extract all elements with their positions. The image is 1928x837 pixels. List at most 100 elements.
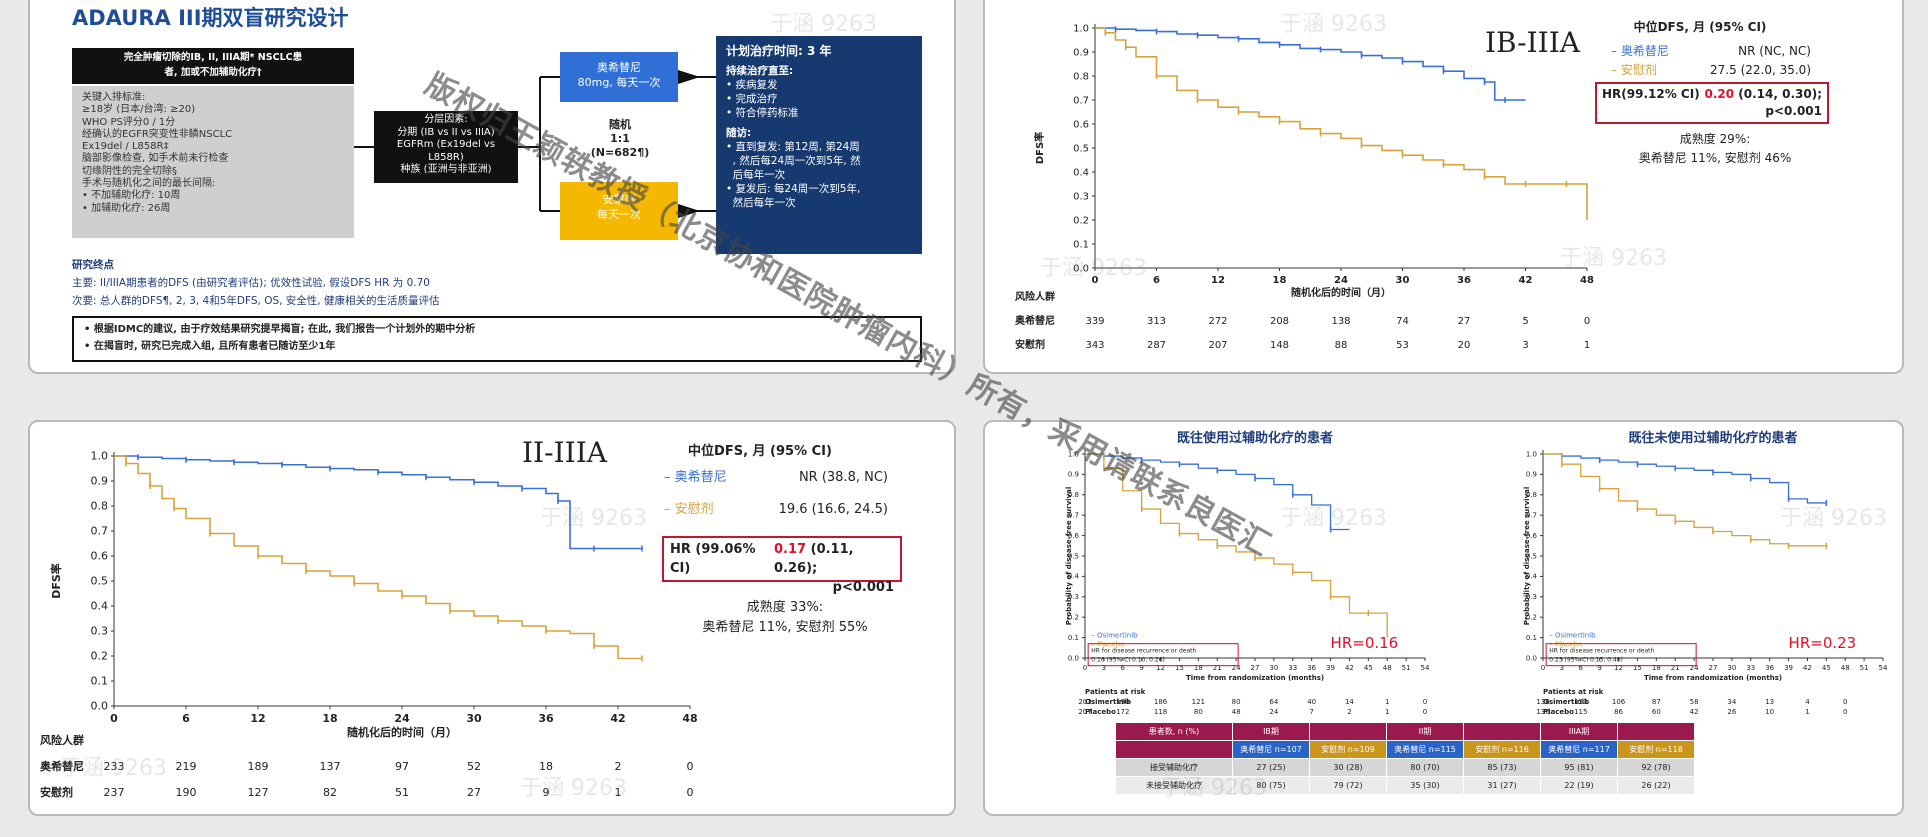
y-tick-label: 0.9 [1526, 471, 1537, 479]
endpoints: 研究终点 主要: II/IIIA期患者的DFS (由研究者评估); 优效性试验,… [72, 256, 439, 310]
x-axis-label: 随机化后的时间（月） [347, 725, 457, 739]
design-arrows [354, 70, 716, 218]
x-tick-label: 48 [1841, 664, 1850, 672]
y-tick-label: 0.3 [91, 625, 109, 638]
placebo-arm-box: 安慰剂 每天一次 [560, 182, 678, 240]
risk-count: 2 [615, 760, 622, 773]
table-cell: 35 (30) [1386, 776, 1464, 795]
x-axis-label: Time from randomization (months) [1186, 674, 1324, 682]
risk-count: 190 [1116, 698, 1129, 706]
arm-a-line: 奥希替尼 [597, 61, 641, 74]
risk-count: 24 [1269, 708, 1278, 716]
y-tick-label: 1.0 [1068, 450, 1079, 458]
x-tick-label: 18 [322, 712, 337, 725]
risk-count: 26 [1727, 708, 1736, 716]
x-tick-label: 54 [1421, 664, 1430, 672]
risk-count: 87 [1652, 698, 1661, 706]
x-tick-label: 21 [1213, 664, 1222, 672]
risk-count: 123 [1574, 698, 1587, 706]
table-row: 接受辅助化疗 27 (25) 30 (28) 80 (70) 85 (73) 95 (81… [1115, 758, 1695, 777]
km-chart-ib-iiia: 0.0 0.1 0.2 0.3 0.4 0.5 0.6 0.7 0.8 0.9 1.0 0 6 12 18 2… [1015, 23, 1594, 351]
median-osimertinib: NR (38.8, NC) [798, 470, 888, 485]
risk-header: Patients at risk [1085, 688, 1146, 696]
y-tick-label: 0.6 [91, 550, 109, 563]
risk-count: 118 [1154, 708, 1167, 716]
table-cell: 奥希替尼 n=117 [1540, 740, 1618, 759]
unblinding-note: • 根据IDMC的建议, 由于疗效结果研究提早揭盲; 在此, 我们报告一个计划外… [72, 316, 922, 362]
x-tick-label: 33 [1746, 664, 1755, 672]
y-tick-label: 0.1 [1073, 239, 1089, 250]
median-placebo: 27.5 (22.0, 35.0) [1710, 63, 1811, 77]
x-tick-label: 15 [1175, 664, 1184, 672]
x-tick-label: 30 [466, 712, 482, 725]
risk-count: 136 [1536, 698, 1550, 706]
y-tick-label: 0.8 [1526, 491, 1537, 499]
secondary-endpoint: 次要: 总人群的DFS¶, 2, 3, 4和5年DFS, OS, 安全性, 健康… [72, 295, 440, 307]
hr-box-line: HR for disease recurrence or death [1091, 648, 1196, 655]
legend-placebo: – Placebo [1091, 641, 1124, 649]
stratification-line: 分层因素: [424, 114, 468, 125]
table-cell: II期 [1386, 722, 1464, 741]
hr-label: HR(99.12% CI) [1602, 87, 1700, 101]
risk-count: 64 [1269, 698, 1278, 706]
risk-count: 20 [1458, 340, 1471, 351]
continue-item: • 疾病复发 [726, 79, 778, 91]
maturity-line: 成熟度 29%: [1679, 132, 1751, 146]
endpoints-header: 研究终点 [72, 259, 114, 271]
x-tick-label: 18 [1652, 664, 1661, 672]
risk-arm-label: Osimertinib [1543, 698, 1589, 706]
stratification-line: L858R) [428, 151, 464, 163]
rand-line: 1:1 [610, 132, 630, 145]
table-cell: 27 (25) [1232, 758, 1310, 777]
followup-item: 后每年一次 [726, 169, 786, 181]
subgroup-table: 患者数, n (%) IB期 II期 IIIA期 奥希替尼 n=107 安慰剂 n=109… [1115, 722, 1695, 795]
risk-count: 82 [323, 786, 337, 799]
study-design-panel: ADAURA III期双盲研究设计 完全肿瘤切除的IB, II, IIIA期* … [28, 0, 956, 374]
table-cell: IB期 [1232, 722, 1310, 741]
risk-count: 121 [1192, 698, 1205, 706]
x-tick-label: 0 [1541, 664, 1545, 672]
hr-box-line: 0.16 (95% CI 0.10, 0.26) [1091, 657, 1165, 664]
y-tick-label: 0.1 [1068, 634, 1079, 642]
risk-count: 0 [1843, 698, 1847, 706]
chart-title: IB-IIIA [1485, 26, 1581, 59]
risk-count: 0 [687, 786, 694, 799]
y-tick-label: 0.5 [1073, 143, 1089, 154]
risk-count: 3 [1522, 340, 1528, 351]
x-tick-label: 0 [1083, 664, 1087, 672]
x-tick-label: 39 [1784, 664, 1793, 672]
risk-count: 14 [1345, 698, 1354, 706]
x-tick-label: 30 [1396, 275, 1410, 286]
risk-count: 10 [1765, 708, 1774, 716]
risk-header: 风险人群 [40, 733, 84, 747]
risk-arm-label: Osimertinib [1085, 698, 1131, 706]
km-line-Osimertinib [1543, 453, 1827, 504]
risk-count: 27 [467, 786, 481, 799]
y-tick-label: 0.2 [91, 650, 109, 663]
x-tick-label: 24 [1232, 664, 1241, 672]
risk-count: 189 [248, 760, 269, 773]
y-tick-label: 0.0 [1068, 654, 1079, 662]
followup-item: 然后每年一次 [726, 197, 796, 209]
note-line: • 在揭盲时, 研究已完成入组, 且所有患者已随访至少1年 [84, 341, 336, 352]
risk-count: 60 [1652, 708, 1661, 716]
hr-ci: (0.14, 0.30); [1738, 87, 1822, 101]
risk-arm-label: 安慰剂 [1015, 338, 1045, 351]
y-tick-label: 0.6 [1526, 532, 1538, 540]
x-tick-label: 12 [1614, 664, 1623, 672]
hr-small-box [1087, 643, 1239, 667]
criteria-line: 切缘阴性的完全切除§ [82, 165, 177, 177]
x-tick-label: 30 [1269, 664, 1278, 672]
y-tick-label: 0.7 [1073, 95, 1089, 106]
x-tick-label: 6 [1121, 664, 1126, 672]
y-tick-label: 0.3 [1068, 593, 1079, 601]
y-tick-label: 0.2 [1526, 614, 1537, 622]
hr-value: 0.20 [1704, 87, 1735, 101]
risk-count: 207 [1078, 708, 1091, 716]
y-tick-label: 0.1 [91, 675, 109, 688]
table-cell: 79 (72) [1309, 776, 1387, 795]
risk-count: 34 [1727, 698, 1736, 706]
risk-arm-label: 安慰剂 [40, 785, 73, 799]
x-tick-label: 0 [110, 712, 118, 725]
risk-count: 40 [1307, 698, 1316, 706]
